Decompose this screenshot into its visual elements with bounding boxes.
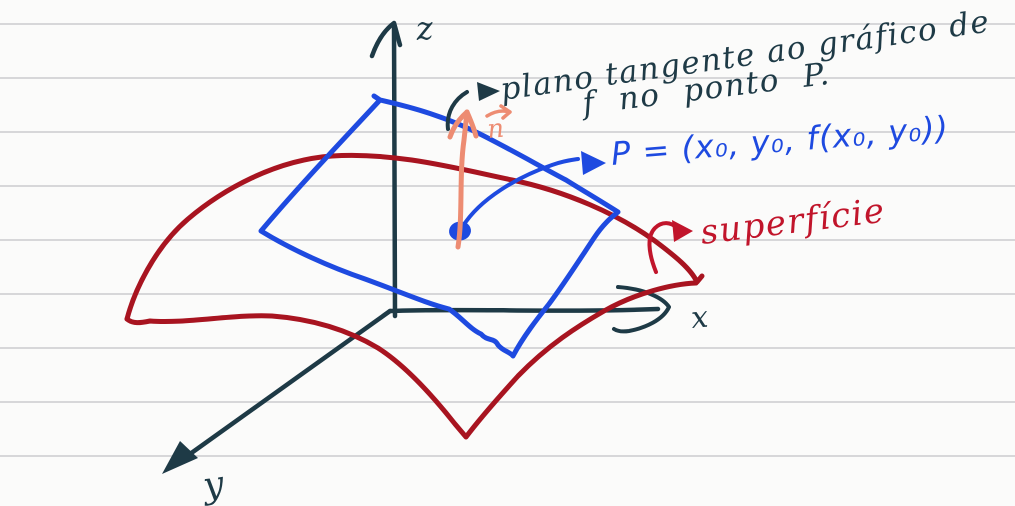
normal-vector-label: n [486,113,507,144]
x-axis [387,306,661,314]
z-axis [391,21,398,319]
tangent-plane-outline [258,93,621,359]
normal-vector-hat-icon [485,104,512,120]
point-callout-arrow [461,151,606,228]
x-axis-arrowhead-icon [612,285,671,334]
y-axis-arrowhead-icon [162,441,198,474]
surface-top-edge [124,152,705,322]
z-axis-arrowhead-icon [369,20,403,59]
z-axis-label: z [413,9,436,49]
tangent-note-callout-tail [445,90,469,131]
surface-label: superfície [698,191,887,253]
normal-vector-shaft [455,109,470,250]
point-callout-tail [461,157,580,228]
y-axis-label: y [199,463,228,506]
y-axis [173,308,393,467]
surface-bottom-edge [124,280,699,440]
point-callout-arrowhead-icon [581,151,606,175]
normal-vector-arrowhead-icon [447,109,479,140]
x-axis-label: x [690,299,711,335]
tangent-note-callout-arrow [445,82,500,131]
normal-vector [447,104,512,250]
surface-callout-tail [647,221,679,274]
surface-callout-arrowhead-icon [672,220,693,242]
surface-callout-arrow [647,220,693,274]
point-P-label: P = (x₀, y₀, f(x₀, y₀)) [610,109,951,173]
surface-sketch [124,152,705,440]
tangent-note-callout-arrowhead-icon [477,82,500,101]
